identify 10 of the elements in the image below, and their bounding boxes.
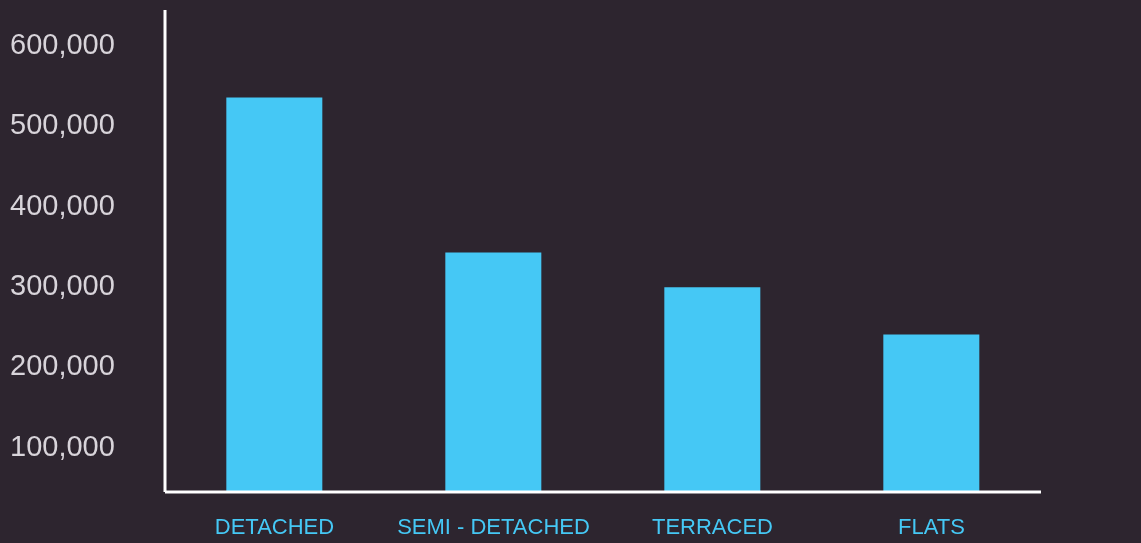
y-tick-label: 500,000 bbox=[10, 108, 115, 141]
y-tick-label: 100,000 bbox=[10, 429, 115, 462]
x-tick-label: DETACHED bbox=[214, 513, 335, 539]
y-tick-label: 200,000 bbox=[10, 349, 115, 382]
y-tick-label: 300,000 bbox=[10, 269, 115, 302]
x-tick-label: SEMI - DETACHED bbox=[397, 513, 590, 539]
y-tick-label: 600,000 bbox=[10, 28, 115, 61]
y-tick-label: 400,000 bbox=[10, 188, 115, 221]
x-tick-label: FLATS bbox=[898, 513, 965, 539]
x-tick-label: TERRACED bbox=[651, 513, 774, 539]
